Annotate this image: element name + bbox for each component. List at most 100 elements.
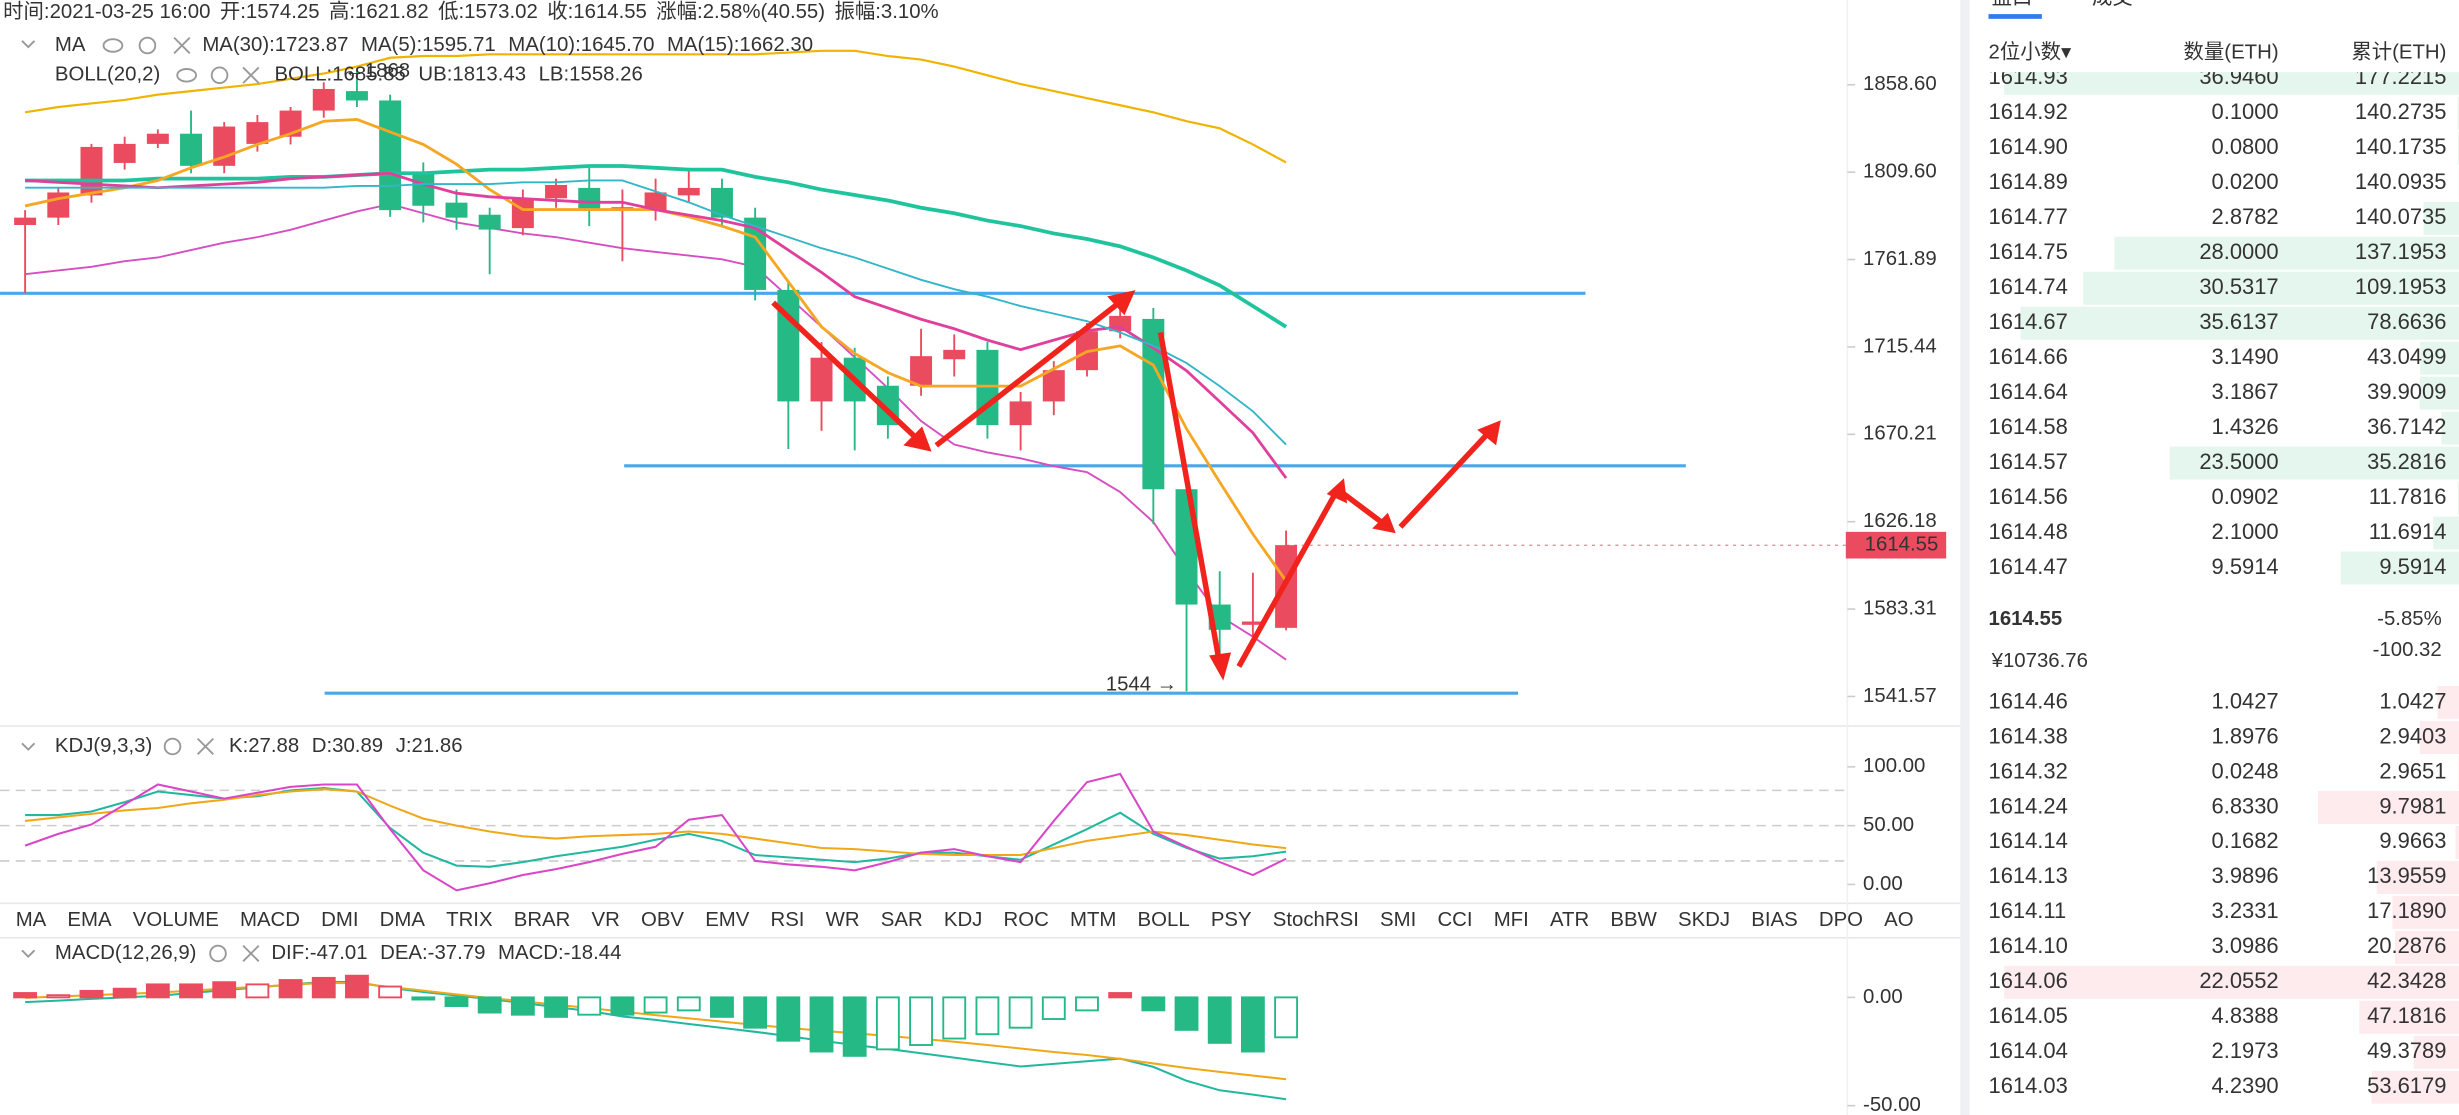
depth-bar xyxy=(2340,551,2459,585)
indicator-tab[interactable]: DMA xyxy=(380,909,426,931)
legend-entry: LB:1558.26 xyxy=(539,64,643,86)
candle-body xyxy=(412,173,435,206)
book-price[interactable]: 1614.38 xyxy=(1989,723,2068,748)
book-qty: 23.5000 xyxy=(2199,449,2278,474)
header-value: 1574.25 xyxy=(246,1,320,23)
depth-bar xyxy=(2433,516,2459,550)
indicator-tab[interactable]: SMI xyxy=(1380,909,1416,931)
book-price[interactable]: 1614.92 xyxy=(1989,99,2068,124)
book-price[interactable]: 1614.13 xyxy=(1989,863,2068,888)
indicator-tab[interactable]: PSY xyxy=(1211,909,1252,931)
book-total: 140.2735 xyxy=(2355,99,2447,124)
book-total: 78.6636 xyxy=(2367,309,2446,334)
indicator-name: MA xyxy=(55,34,86,56)
macd-bar xyxy=(577,996,602,1016)
book-qty: 6.8330 xyxy=(2212,793,2279,818)
indicator-tab[interactable]: BBW xyxy=(1610,909,1657,931)
active-tab-underline xyxy=(1988,14,2042,19)
book-price[interactable]: 1614.32 xyxy=(1989,758,2068,783)
book-price[interactable]: 1614.89 xyxy=(1989,169,2068,194)
book-tab[interactable]: 盘口 xyxy=(1992,0,2033,9)
book-qty: 1.4326 xyxy=(2212,414,2279,439)
book-qty: 0.0200 xyxy=(2212,169,2279,194)
macd-bar xyxy=(909,996,933,1046)
depth-bar xyxy=(2419,721,2459,754)
indicator-tab[interactable]: MTM xyxy=(1070,909,1116,931)
indicator-tab[interactable]: WR xyxy=(826,909,860,931)
indicator-tab[interactable]: MFI xyxy=(1494,909,1529,931)
indicator-name: BOLL(20,2) xyxy=(55,64,160,86)
indicator-tab[interactable]: SAR xyxy=(881,909,923,931)
book-price[interactable]: 1614.56 xyxy=(1989,484,2068,509)
book-price[interactable]: 1614.10 xyxy=(1989,933,2068,958)
indicator-tab[interactable]: RSI xyxy=(771,909,805,931)
book-price[interactable]: 1614.04 xyxy=(1989,1038,2068,1063)
candle-body xyxy=(545,185,568,199)
depth-bar xyxy=(2395,930,2459,964)
book-price[interactable]: 1614.90 xyxy=(1989,134,2068,159)
y-tick-label: 0.00 xyxy=(1863,986,1903,1008)
book-price[interactable]: 1614.74 xyxy=(1989,274,2068,299)
book-price[interactable]: 1614.46 xyxy=(1989,688,2068,713)
column-header: 累计(ETH) xyxy=(2351,41,2446,64)
macd-bar xyxy=(145,983,170,999)
book-price[interactable]: 1614.24 xyxy=(1989,793,2068,818)
book-price[interactable]: 1614.67 xyxy=(1989,309,2068,334)
book-total: 9.9663 xyxy=(2379,828,2446,853)
column-header[interactable]: 2位小数▾ xyxy=(1989,41,2072,64)
book-price[interactable]: 1614.75 xyxy=(1989,239,2068,264)
indicator-tab[interactable]: EMA xyxy=(67,909,112,931)
panel-divider xyxy=(1960,0,1970,1115)
indicator-tab[interactable]: BOLL xyxy=(1138,909,1190,931)
indicator-tab[interactable]: DPO xyxy=(1819,909,1863,931)
indicator-tab[interactable]: ROC xyxy=(1004,909,1049,931)
indicator-tab[interactable]: KDJ xyxy=(944,909,983,931)
book-total: 11.6914 xyxy=(2369,519,2447,544)
indicator-tab[interactable]: VR xyxy=(592,909,620,931)
indicator-tab[interactable]: StochRSI xyxy=(1273,909,1359,931)
book-price[interactable]: 1614.14 xyxy=(1989,828,2068,853)
indicator-tab[interactable]: BIAS xyxy=(1751,909,1797,931)
indicator-tab[interactable]: BRAR xyxy=(514,909,571,931)
depth-bar xyxy=(2437,686,2459,720)
candle-body xyxy=(511,198,534,229)
macd-bar xyxy=(510,996,535,1016)
indicator-tab[interactable]: MA xyxy=(16,909,47,931)
book-qty: 2.8782 xyxy=(2212,204,2279,229)
book-price[interactable]: 1614.66 xyxy=(1989,344,2068,369)
book-total: 47.1816 xyxy=(2367,1003,2446,1028)
indicator-tab[interactable]: VOLUME xyxy=(133,909,219,931)
legend-entry: MA(5):1595.71 xyxy=(361,34,496,56)
depth-bar xyxy=(2114,236,2459,270)
indicator-tab[interactable]: ATR xyxy=(1550,909,1589,931)
indicator-tab[interactable]: SKDJ xyxy=(1678,909,1730,931)
book-price[interactable]: 1614.64 xyxy=(1989,379,2068,404)
macd-bar xyxy=(643,996,668,1014)
indicator-tab[interactable]: EMV xyxy=(705,909,750,931)
book-qty: 2.1973 xyxy=(2212,1038,2279,1063)
book-price[interactable]: 1614.47 xyxy=(1989,554,2068,579)
collapse-icon xyxy=(21,40,36,49)
legend-entry: J:21.86 xyxy=(396,735,463,757)
book-tab[interactable]: 成交 xyxy=(2092,0,2133,9)
book-total: 20.2876 xyxy=(2367,933,2446,958)
book-price[interactable]: 1614.48 xyxy=(1989,519,2068,544)
book-price[interactable]: 1614.03 xyxy=(1989,1073,2068,1098)
header-value: 1614.55 xyxy=(573,1,647,23)
book-price[interactable]: 1614.06 xyxy=(1989,968,2068,993)
book-price[interactable]: 1614.58 xyxy=(1989,414,2068,439)
book-price[interactable]: 1614.77 xyxy=(1989,204,2068,229)
book-price[interactable]: 1614.05 xyxy=(1989,1003,2068,1028)
indicator-tab[interactable]: DMI xyxy=(321,909,358,931)
indicator-tab[interactable]: CCI xyxy=(1437,909,1472,931)
indicator-tab[interactable]: AO xyxy=(1884,909,1913,931)
indicator-tab[interactable]: MACD xyxy=(240,909,300,931)
indicator-tab[interactable]: OBV xyxy=(641,909,684,931)
book-price[interactable]: 1614.11 xyxy=(1989,898,2067,923)
indicator-tab[interactable]: TRIX xyxy=(446,909,493,931)
macd-bar xyxy=(311,976,336,999)
depth-bar xyxy=(2413,1035,2459,1069)
book-price[interactable]: 1614.57 xyxy=(1989,449,2068,474)
book-total: 42.3428 xyxy=(2367,968,2446,993)
close-icon xyxy=(242,944,260,962)
